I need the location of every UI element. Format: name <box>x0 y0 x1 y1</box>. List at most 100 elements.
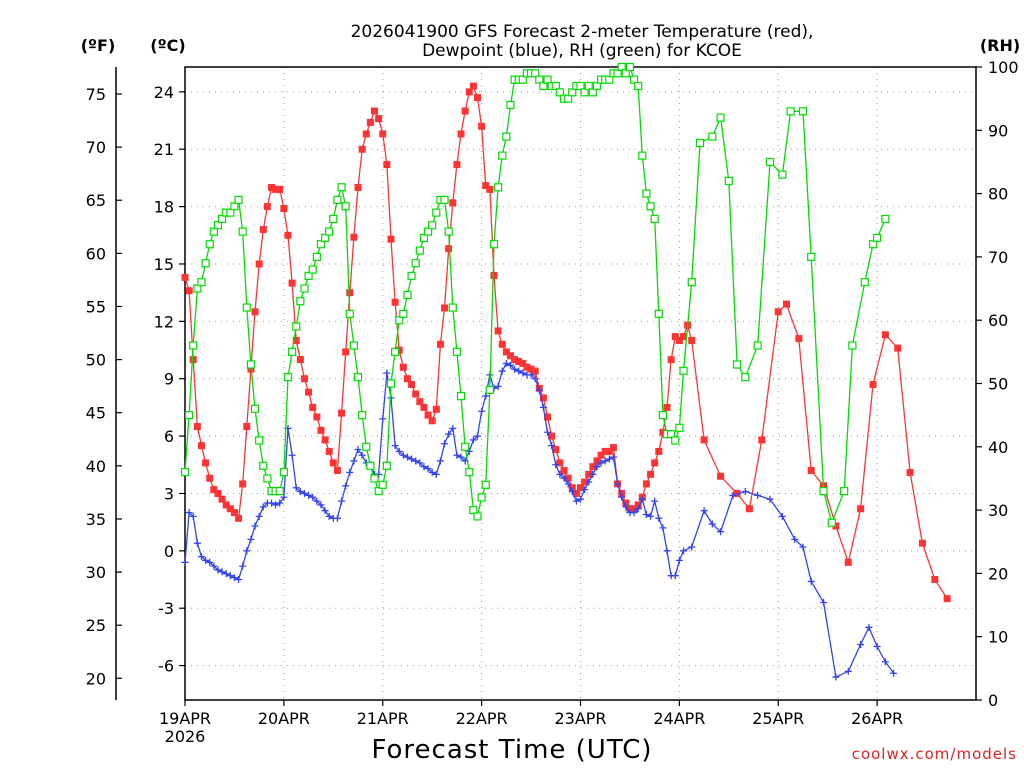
temperature-point <box>292 336 300 344</box>
dewpoint-point <box>276 499 284 507</box>
dewpoint-point <box>539 403 547 411</box>
dewpoint-point <box>358 451 366 459</box>
relative-humidity-point <box>230 202 239 211</box>
dewpoint-point <box>185 509 193 517</box>
temperature-point <box>239 480 247 488</box>
temperature-point <box>272 185 280 193</box>
relative-humidity-point <box>242 303 251 312</box>
rh-tick-label: 90 <box>988 121 1008 140</box>
dewpoint-point <box>671 572 679 580</box>
temperature-point <box>585 470 593 478</box>
fahrenheit-tick-label: 75 <box>86 85 106 104</box>
relative-humidity-point <box>337 183 346 192</box>
celsius-unit-label: (ºC) <box>150 36 185 55</box>
temperature-point <box>263 203 271 211</box>
dewpoint-point <box>197 553 205 561</box>
temperature-point <box>309 403 317 411</box>
temperature-point <box>931 576 939 584</box>
temperature-point <box>539 394 547 402</box>
temperature-point <box>844 558 852 566</box>
temperature-point <box>894 344 902 352</box>
dewpoint-point <box>820 598 828 606</box>
relative-humidity-point <box>329 214 338 224</box>
dewpoint-point <box>506 361 514 369</box>
x-tick-label: 22APR <box>456 709 508 728</box>
temperature-point <box>478 122 486 130</box>
temperature-point <box>568 484 576 492</box>
dewpoint-point <box>581 486 589 494</box>
rh-tick-label: 70 <box>988 248 1008 267</box>
temperature-point <box>523 363 531 371</box>
relative-humidity-point <box>382 461 391 470</box>
temperature-point <box>663 403 671 411</box>
x-tick-label: 25APR <box>752 709 804 728</box>
relative-humidity-point <box>255 436 264 445</box>
relative-humidity-point <box>325 227 334 236</box>
dewpoint-point <box>807 577 815 585</box>
relative-humidity-point <box>428 221 437 230</box>
dewpoint-point <box>457 453 465 461</box>
relative-humidity-point <box>535 75 544 84</box>
temperature-point <box>420 403 428 411</box>
dewpoint-point <box>642 510 650 518</box>
relative-humidity-point <box>263 474 272 483</box>
dewpoint-point <box>865 623 873 631</box>
dewpoint-point <box>453 451 461 459</box>
dewpoint-point <box>568 488 576 496</box>
x-tick-label: 24APR <box>653 709 705 728</box>
axes: -6 -3 0 3 6 9 12 15 18 21 24 0 10 20 30 40 50 60 70 80 90 100… <box>154 58 1019 746</box>
fahrenheit-tick-label: 60 <box>86 244 106 263</box>
dewpoint-point <box>313 497 321 505</box>
rh-tick-label: 100 <box>988 58 1019 77</box>
relative-humidity-point <box>654 309 663 318</box>
celsius-tick-label: 18 <box>154 198 174 217</box>
temperature-point <box>700 436 708 444</box>
celsius-tick-label: 9 <box>164 370 174 389</box>
relative-humidity-point <box>349 341 359 350</box>
relative-humidity-point <box>308 265 317 274</box>
x-tick-label: 19APR <box>159 709 211 728</box>
relative-humidity-point <box>209 227 218 236</box>
temperature-point <box>333 467 341 475</box>
temperature-point <box>296 356 304 364</box>
dewpoint-point <box>383 369 391 377</box>
relative-humidity-point <box>461 442 470 451</box>
relative-humidity-point <box>555 88 565 97</box>
dewpoint-point <box>754 491 762 499</box>
dewpoint-point <box>527 371 535 379</box>
relative-humidity-point <box>205 240 214 249</box>
dewpoint-point <box>309 493 317 501</box>
temperature-point <box>235 514 243 522</box>
dewpoint-point <box>268 499 276 507</box>
dewpoint-point <box>412 457 420 465</box>
temperature-point <box>338 409 346 417</box>
dewpoint-point <box>214 566 222 574</box>
temperature-point <box>515 358 523 366</box>
temperature-point <box>403 375 411 383</box>
dewpoint-point <box>857 641 865 649</box>
relative-humidity-point <box>732 360 742 369</box>
relative-humidity-point <box>506 100 515 110</box>
x-tick-label: 26APR <box>851 709 903 728</box>
relative-humidity-point <box>246 360 256 369</box>
fahrenheit-tick-label: 55 <box>86 297 106 316</box>
dewpoint-point <box>321 507 329 515</box>
dewpoint-point <box>296 488 304 496</box>
temperature-point <box>597 451 605 459</box>
fahrenheit-tick-label: 35 <box>86 510 106 529</box>
dewpoint-point <box>259 503 267 511</box>
dewpoint-point <box>544 428 552 436</box>
dewpoint-point <box>206 558 214 566</box>
relative-humidity-point <box>193 284 202 293</box>
relative-humidity-point <box>288 347 297 356</box>
relative-humidity-point <box>345 309 354 318</box>
x-tick-label: 23APR <box>554 709 606 728</box>
relative-humidity-point <box>444 227 453 236</box>
relative-humidity-point <box>378 480 387 489</box>
temperature-point <box>832 522 840 530</box>
temperature-point <box>745 505 753 513</box>
dewpoint-point <box>300 489 308 497</box>
dewpoint-point <box>729 491 737 499</box>
relative-humidity-point <box>543 75 552 84</box>
dewpoint-point <box>226 572 234 580</box>
